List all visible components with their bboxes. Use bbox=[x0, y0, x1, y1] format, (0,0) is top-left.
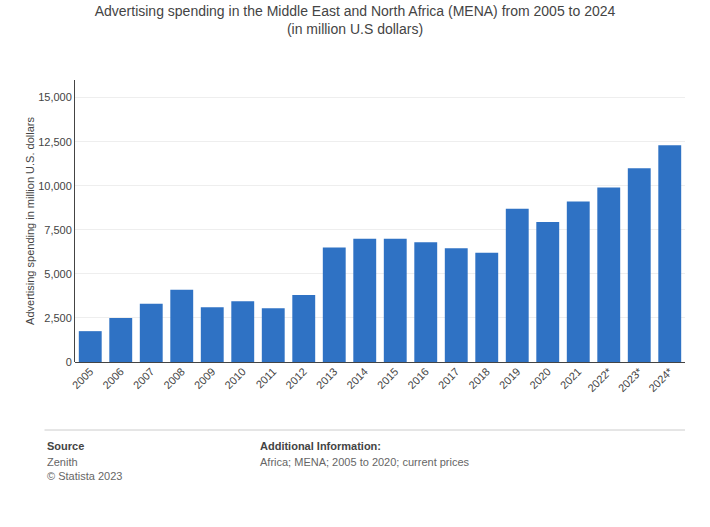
svg-text:Africa; MENA; 2005 to 2020; cu: Africa; MENA; 2005 to 2020; current pric… bbox=[260, 456, 470, 468]
svg-text:15,000: 15,000 bbox=[38, 91, 72, 103]
svg-text:2020: 2020 bbox=[527, 365, 553, 391]
svg-text:2007: 2007 bbox=[131, 365, 157, 391]
svg-text:2024*: 2024* bbox=[646, 365, 675, 394]
svg-text:2012: 2012 bbox=[283, 365, 309, 391]
svg-text:2016: 2016 bbox=[405, 365, 431, 391]
svg-text:2019: 2019 bbox=[497, 365, 523, 391]
svg-text:2018: 2018 bbox=[466, 365, 492, 391]
svg-text:5,000: 5,000 bbox=[44, 268, 72, 280]
svg-text:2023*: 2023* bbox=[616, 365, 645, 394]
svg-text:10,000: 10,000 bbox=[38, 180, 72, 192]
svg-text:2014: 2014 bbox=[344, 365, 370, 391]
svg-text:2009: 2009 bbox=[192, 365, 218, 391]
svg-text:Advertising spending in millio: Advertising spending in million U.S. dol… bbox=[24, 117, 36, 325]
svg-text:2022*: 2022* bbox=[585, 365, 614, 394]
svg-text:2006: 2006 bbox=[100, 365, 126, 391]
svg-text:Source: Source bbox=[47, 440, 84, 452]
svg-text:7,500: 7,500 bbox=[44, 224, 72, 236]
svg-text:2021: 2021 bbox=[558, 365, 584, 391]
svg-text:2015: 2015 bbox=[375, 365, 401, 391]
svg-text:Zenith© Statista 2023: Zenith© Statista 2023 bbox=[47, 456, 122, 482]
svg-text:2010: 2010 bbox=[222, 365, 248, 391]
svg-text:2008: 2008 bbox=[161, 365, 187, 391]
svg-text:2017: 2017 bbox=[436, 365, 462, 391]
svg-text:12,500: 12,500 bbox=[38, 136, 72, 148]
svg-text:Additional Information:: Additional Information: bbox=[260, 440, 381, 452]
svg-text:2005: 2005 bbox=[70, 365, 96, 391]
svg-text:Advertising spending in the Mi: Advertising spending in the Middle East … bbox=[95, 3, 616, 37]
svg-text:2,500: 2,500 bbox=[44, 312, 72, 324]
svg-text:2013: 2013 bbox=[314, 365, 340, 391]
svg-text:0: 0 bbox=[66, 356, 72, 368]
svg-text:2011: 2011 bbox=[253, 365, 278, 390]
